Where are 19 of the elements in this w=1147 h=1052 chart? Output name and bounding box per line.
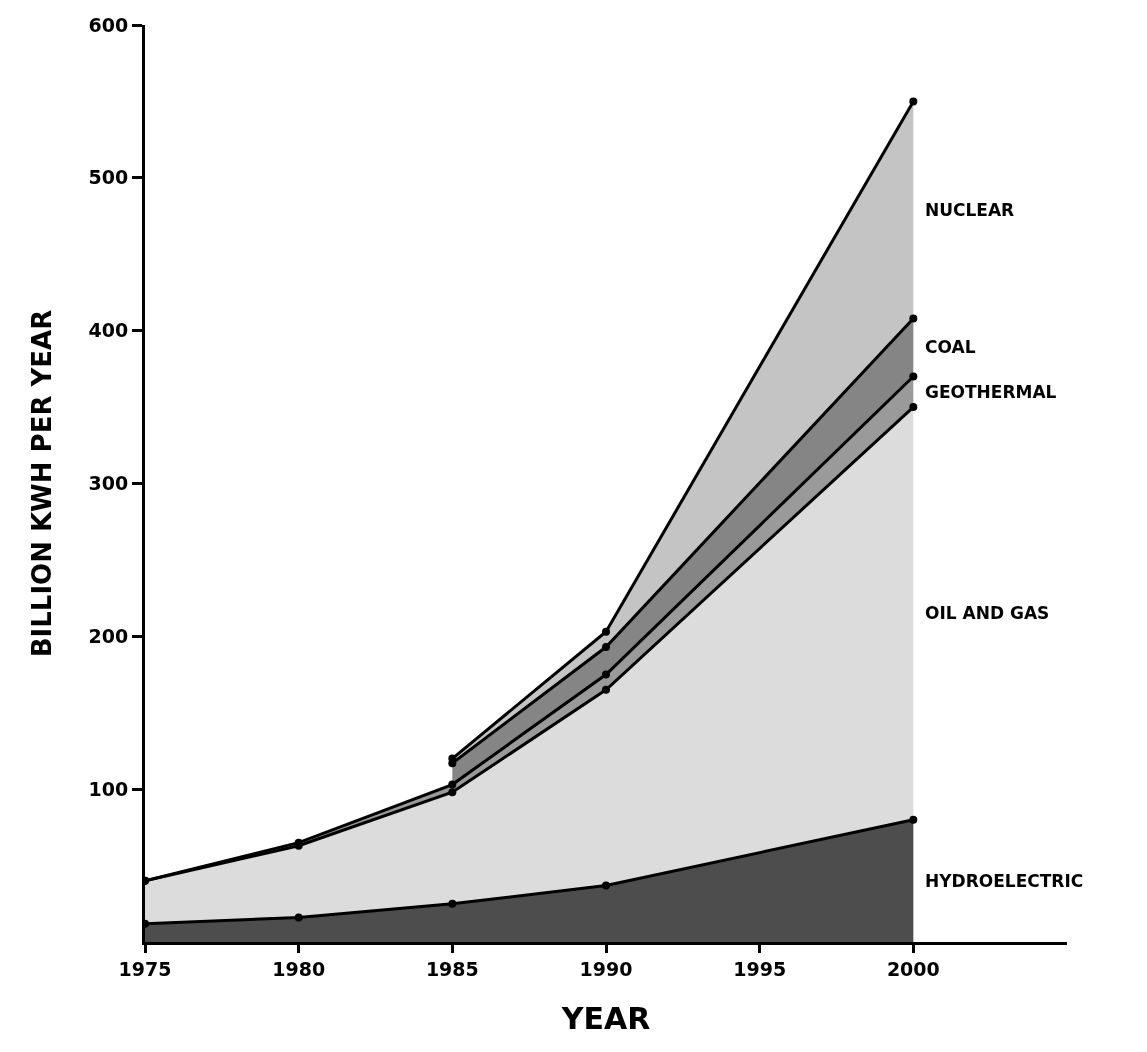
series-label: HYDROELECTRIC xyxy=(925,871,1084,891)
series-label: OIL AND GAS xyxy=(925,603,1050,623)
x-axis-title: YEAR xyxy=(560,1001,651,1037)
series-label: COAL xyxy=(925,337,976,357)
x-tick-label: 1980 xyxy=(272,957,326,980)
x-tick-label: 2000 xyxy=(886,957,940,980)
y-tick-label: 600 xyxy=(88,13,129,36)
y-tick-label: 100 xyxy=(88,777,129,800)
series-label: GEOTHERMAL xyxy=(925,382,1057,402)
y-tick-label: 500 xyxy=(88,166,129,189)
x-tick-label: 1990 xyxy=(579,957,633,980)
y-tick-label: 200 xyxy=(88,624,129,647)
x-tick-label: 1995 xyxy=(733,957,787,980)
y-tick-label: 400 xyxy=(88,319,129,342)
series-label: NUCLEAR xyxy=(925,200,1015,220)
x-tick-label: 1975 xyxy=(118,957,172,980)
y-tick-label: 300 xyxy=(88,472,129,495)
x-tick-label: 1985 xyxy=(425,957,479,980)
y-axis-title: BILLION KWH PER YEAR xyxy=(26,309,57,658)
